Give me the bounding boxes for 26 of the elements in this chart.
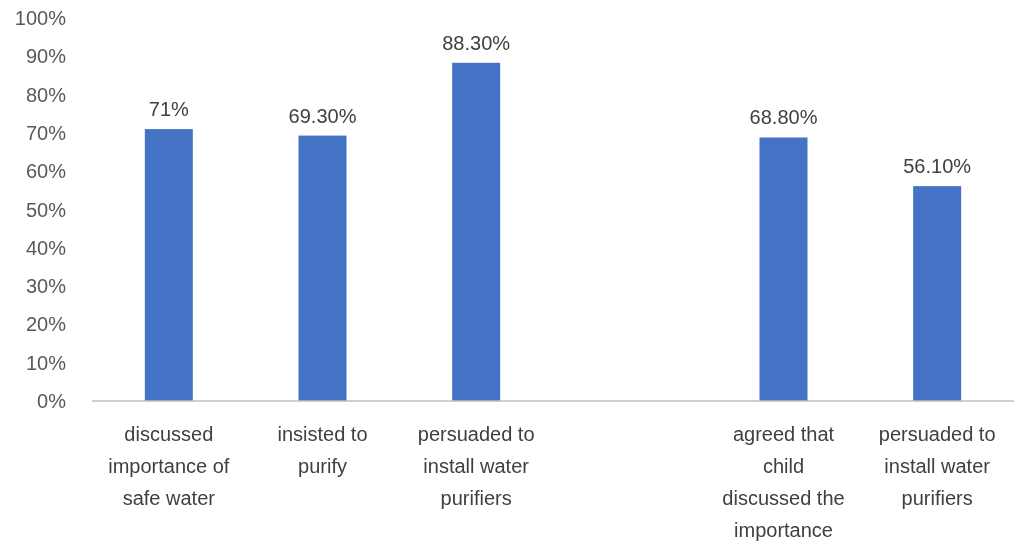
x-tick-label: persuaded to install water purifiers <box>878 423 996 509</box>
y-tick-label: 50% <box>25 198 67 221</box>
y-tick-label: 70% <box>25 121 67 144</box>
x-tick-label: insisted to purify <box>277 423 368 477</box>
bar <box>298 135 347 401</box>
data-label: 71% <box>148 98 190 121</box>
y-tick-label: 40% <box>25 236 67 259</box>
data-label: 88.30% <box>442 31 511 54</box>
y-tick-label: 60% <box>25 160 67 183</box>
bar <box>144 129 193 401</box>
y-tick-label: 0% <box>37 390 67 412</box>
bar <box>759 137 808 401</box>
y-tick-label: 80% <box>25 83 67 106</box>
y-tick-label: 100% <box>14 7 67 29</box>
data-label: 68.80% <box>749 106 818 129</box>
x-tick-label: persuaded to install water purifiers <box>417 423 535 509</box>
y-tick-label: 10% <box>25 351 67 374</box>
bar <box>913 186 962 401</box>
y-tick-label: 20% <box>25 313 67 336</box>
data-label: 56.10% <box>903 155 972 178</box>
x-tick-label: discussed importance of safe water <box>108 423 230 509</box>
bar <box>452 62 501 401</box>
x-tick-label: agreed that child discussed the importance <box>722 423 845 541</box>
y-tick-label: 30% <box>25 275 67 298</box>
data-label: 69.30% <box>288 104 357 127</box>
y-tick-label: 90% <box>25 45 67 68</box>
